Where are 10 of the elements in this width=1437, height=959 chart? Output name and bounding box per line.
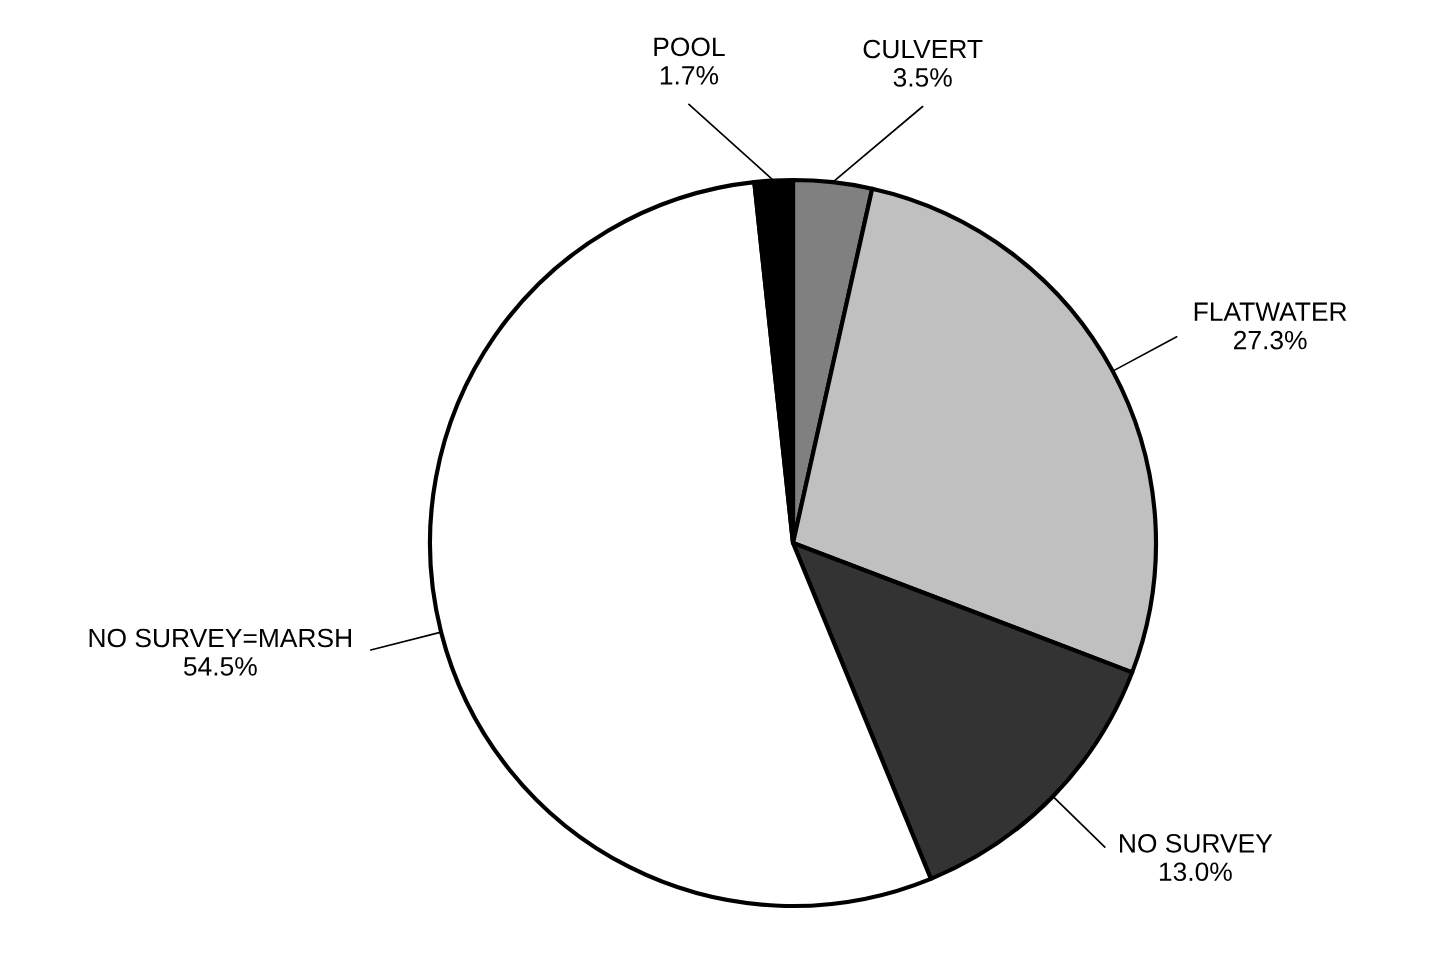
slice-label: POOL [654,37,725,57]
slice-label: FLATWATER [1194,302,1347,321]
data-label: 54.5% [183,657,257,676]
slice-label: CULVERT [863,39,983,59]
data-label: 13.0% [1159,862,1232,882]
data-label: 3.5% [893,68,952,87]
slice-label: NO SURVEY [1120,833,1273,853]
slice-label: NO SURVEY=MARSH [89,628,351,648]
data-label: 27.3% [1234,330,1307,350]
data-label: 1.7% [660,66,719,85]
